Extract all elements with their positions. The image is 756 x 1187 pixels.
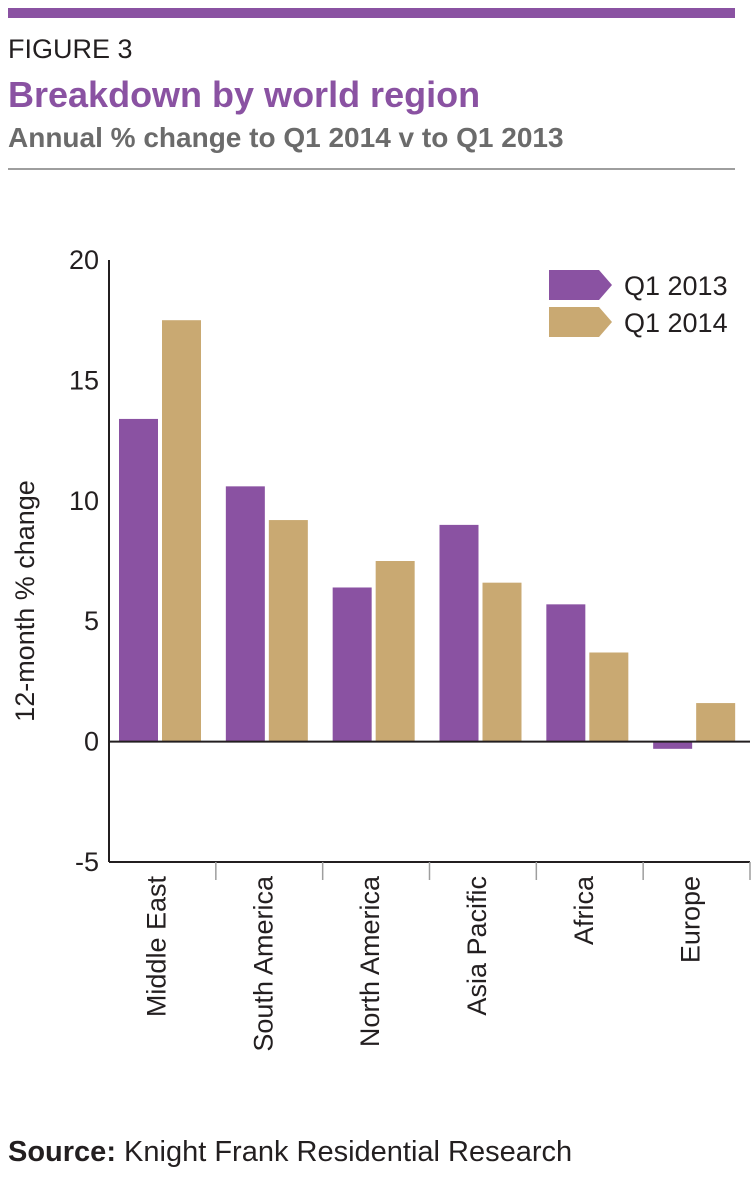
y-tick-label: 0 bbox=[84, 727, 99, 757]
x-category-label: Africa bbox=[569, 875, 599, 945]
bar-q1-2014 bbox=[482, 582, 522, 742]
bar-q1-2013 bbox=[119, 418, 158, 742]
x-category-label: Asia Pacific bbox=[462, 876, 492, 1016]
bar-q1-2014 bbox=[268, 520, 308, 742]
figure-label: FIGURE 3 bbox=[8, 34, 133, 64]
legend-swatch bbox=[549, 270, 612, 300]
bar-q1-2014 bbox=[162, 320, 201, 742]
bar-q1-2014 bbox=[589, 652, 629, 742]
legend-swatch bbox=[549, 307, 612, 337]
top-accent-bar bbox=[8, 8, 735, 18]
bar-q1-2014 bbox=[375, 561, 415, 742]
y-axis-title: 12-month % change bbox=[10, 480, 40, 722]
bar-q1-2013 bbox=[439, 524, 479, 742]
bar-q1-2013 bbox=[332, 587, 372, 742]
source-text: Knight Frank Residential Research bbox=[124, 1136, 573, 1168]
x-category-label: North America bbox=[355, 875, 385, 1047]
y-tick-label: 20 bbox=[69, 245, 99, 275]
bar-q1-2013 bbox=[653, 741, 693, 749]
x-category-label: Europe bbox=[676, 876, 706, 963]
bar-q1-2014 bbox=[696, 703, 736, 742]
header-divider bbox=[8, 168, 735, 170]
source-note: Source: Knight Frank Residential Researc… bbox=[8, 1136, 572, 1169]
bar-q1-2013 bbox=[225, 486, 265, 742]
source-label: Source: bbox=[8, 1136, 116, 1168]
legend-label: Q1 2013 bbox=[624, 271, 728, 301]
bar-q1-2013 bbox=[546, 604, 586, 742]
chart-subtitle: Annual % change to Q1 2014 v to Q1 2013 bbox=[8, 122, 564, 153]
y-tick-label: 10 bbox=[69, 486, 99, 516]
x-category-label: Middle East bbox=[141, 876, 171, 1018]
y-tick-label: -5 bbox=[75, 847, 99, 877]
bar-chart: 20 15 10 5 0 -5 12-month % change Middle East So… bbox=[10, 245, 751, 1052]
chart-title: Breakdown by world region bbox=[8, 74, 481, 115]
legend-label: Q1 2014 bbox=[624, 308, 728, 338]
y-tick-label: 15 bbox=[69, 365, 99, 395]
x-category-label: South America bbox=[248, 875, 278, 1052]
y-tick-label: 5 bbox=[84, 606, 99, 636]
